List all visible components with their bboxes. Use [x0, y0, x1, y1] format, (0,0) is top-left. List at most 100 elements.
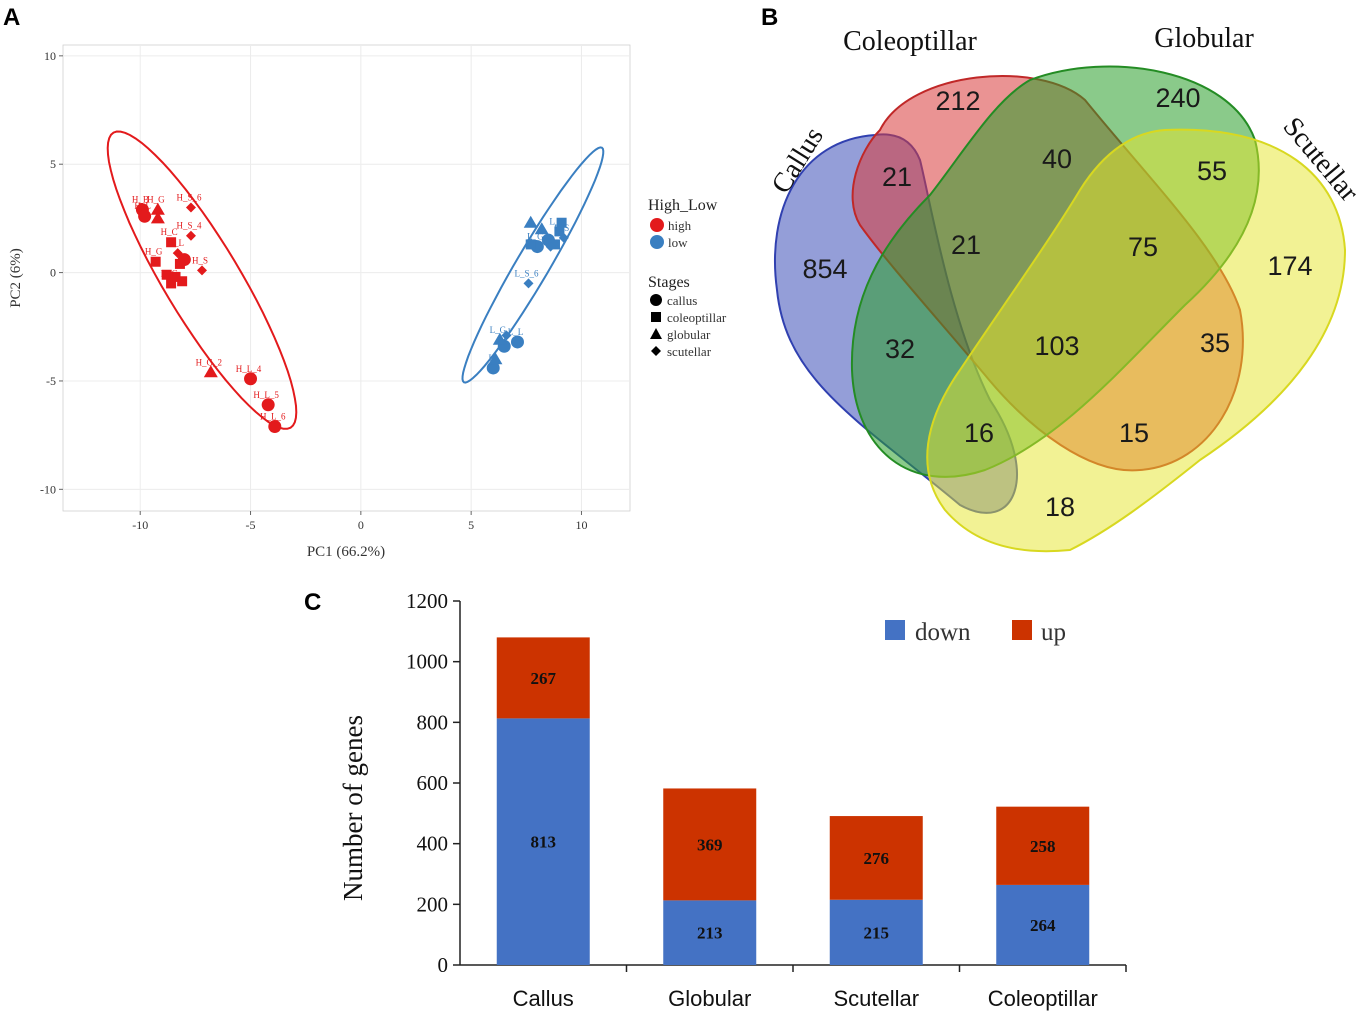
legend-globular-marker: [650, 328, 662, 339]
pca-point-label: H_L_5: [253, 390, 279, 400]
pca-point-label: L_G: [527, 232, 544, 242]
pca-point-high-circle: [268, 419, 282, 433]
venn-set-scutellar: [926, 128, 1347, 553]
pca-point-low-circle: [486, 361, 500, 375]
legend-high-swatch: [650, 218, 664, 232]
pca-y-tick-label: -10: [40, 482, 56, 496]
pca-y-tick-label: 5: [50, 157, 56, 171]
legend-up-label: up: [1041, 619, 1066, 646]
pca-x-tick-label: 5: [468, 518, 474, 532]
pca-point-high-square: [166, 278, 177, 289]
bar-value-label: 264: [1030, 916, 1056, 935]
legend-callus-label: callus: [667, 293, 697, 308]
pca-point-high-square: [150, 256, 161, 267]
venn-region-coleoptillar-globular-scutellar: 75: [1128, 232, 1158, 262]
bar-value-label: 258: [1030, 837, 1056, 856]
legend-globular-label: globular: [667, 327, 711, 342]
venn-region-scutellar: 174: [1267, 251, 1312, 281]
bar-y-tick-label: 200: [417, 892, 449, 916]
legend-scutellar-label: scutellar: [667, 344, 712, 359]
pca-point-label: L: [488, 353, 494, 363]
pca-point-label: H_G: [147, 195, 165, 205]
pca-x-tick-label: -10: [132, 518, 148, 532]
legend-up-swatch: [1012, 620, 1032, 640]
panel-c-label: C: [304, 589, 321, 616]
venn-region-callus-globular: 32: [885, 334, 915, 364]
legend-down-label: down: [915, 619, 971, 646]
pca-point-low-circle: [510, 335, 524, 349]
pca-grid: [63, 45, 630, 511]
venn-shapes: [773, 65, 1347, 553]
pca-ellipse-low: [461, 146, 605, 384]
legend-coleoptillar-marker: [651, 312, 661, 322]
bar-axes: 0 200 400 600 800 1000 1200 Callus Globular Scute…: [406, 589, 1127, 1011]
pca-point-low-square: [554, 226, 565, 237]
pca-point-label: H_L: [134, 201, 151, 211]
venn-region-callus-scutellar: 18: [1045, 492, 1075, 522]
venn-region-values: 854 212 240 174 21 40 55 21 75 32 103 35 16 15 18: [802, 83, 1312, 522]
venn-region-callus-coleoptillar-globular-scutellar: 103: [1034, 331, 1079, 361]
pca-point-high-triangle: [150, 202, 165, 215]
pca-point-label: H_S_6: [176, 193, 202, 203]
venn-title-coleoptillar: Coleoptillar: [843, 26, 977, 57]
pca-y-axis-title: PC2 (6%): [8, 248, 24, 308]
pca-point-label: H_S_4: [176, 221, 202, 231]
pca-point-high-diamond: [172, 248, 183, 259]
pca-point-label: H_B: [132, 195, 149, 205]
bar-category-label: Callus: [513, 986, 574, 1011]
pca-point-low-diamond: [558, 232, 569, 243]
bar-up-coleoptillar: [996, 806, 1090, 885]
pca-y-tick-label: -5: [46, 374, 56, 388]
pca-point-low-square: [556, 217, 567, 228]
pca-point-high-square: [177, 276, 188, 287]
venn-region-callus-globular-scutellar: 16: [964, 418, 994, 448]
pca-point-label: L_L: [508, 327, 524, 337]
pca-x-axis-title: PC1 (66.2%): [307, 544, 385, 560]
legend-down-swatch: [885, 620, 905, 640]
panel-b-label: B: [761, 4, 778, 31]
pca-point-low-diamond: [545, 241, 556, 252]
pca-point-low-triangle: [488, 352, 503, 365]
pca-point-high-circle: [138, 209, 152, 223]
pca-point-high-square: [166, 237, 177, 248]
venn-region-callus: 854: [802, 254, 847, 284]
legend-high-label: high: [668, 218, 692, 233]
legend-low-swatch: [650, 235, 664, 249]
pca-x-tick-label: 10: [575, 518, 587, 532]
bar-value-label: 369: [697, 835, 723, 854]
venn-region-callus-coleoptillar-globular: 21: [951, 230, 981, 260]
pca-point-low-triangle: [492, 332, 507, 345]
pca-point-label: H_S: [192, 255, 208, 265]
bar-y-tick-label: 1200: [406, 589, 448, 613]
bar-value-label: 276: [864, 849, 890, 868]
bar-y-tick-label: 400: [417, 832, 449, 856]
pca-point-high-diamond: [196, 265, 207, 276]
venn-region-coleoptillar-scutellar: 35: [1200, 328, 1230, 358]
bar-up-scutellar: [829, 816, 923, 900]
pca-y-tick-label: 0: [50, 266, 56, 280]
pca-point-low-diamond: [501, 330, 512, 341]
venn-region-callus-coleoptillar-scutellar: 15: [1119, 418, 1149, 448]
pca-point-label: L_S: [554, 223, 569, 233]
panel-a-label: A: [3, 4, 20, 31]
pca-y-tick-label: 10: [44, 49, 56, 63]
legend-callus-marker: [650, 294, 662, 306]
pca-point-label: H_L_4: [236, 364, 262, 374]
panel-b-venn: B 854 212 240 174 21 40 55 21 75 32 103 35 16 15 18 Co…: [761, 4, 1358, 553]
pca-point-label: H_C: [161, 227, 178, 237]
panel-c-bars: C 0 200 400 600 800 1000 1200 Callus Globular Scu…: [304, 589, 1127, 1011]
bar-y-tick-label: 0: [438, 953, 449, 977]
bar-marks: 813 267 213 369 215 276 264 258: [496, 637, 1090, 965]
pca-point-low-square: [525, 239, 536, 250]
bar-category-label: Coleoptillar: [988, 986, 1098, 1011]
pca-x-tick-label: 0: [358, 518, 364, 532]
pca-point-high-diamond: [185, 202, 196, 213]
pca-ticks: -10 -5 0 5 10 -10 -5 0 5 10: [40, 49, 587, 532]
pca-point-label: H_L_6: [260, 411, 286, 421]
bar-up-globular: [663, 788, 757, 901]
pca-legend: High_Low high low Stages callus coleopti…: [648, 197, 727, 359]
venn-region-globular: 240: [1155, 83, 1200, 113]
pca-point-high-circle: [244, 372, 258, 386]
legend-low-label: low: [668, 235, 688, 250]
